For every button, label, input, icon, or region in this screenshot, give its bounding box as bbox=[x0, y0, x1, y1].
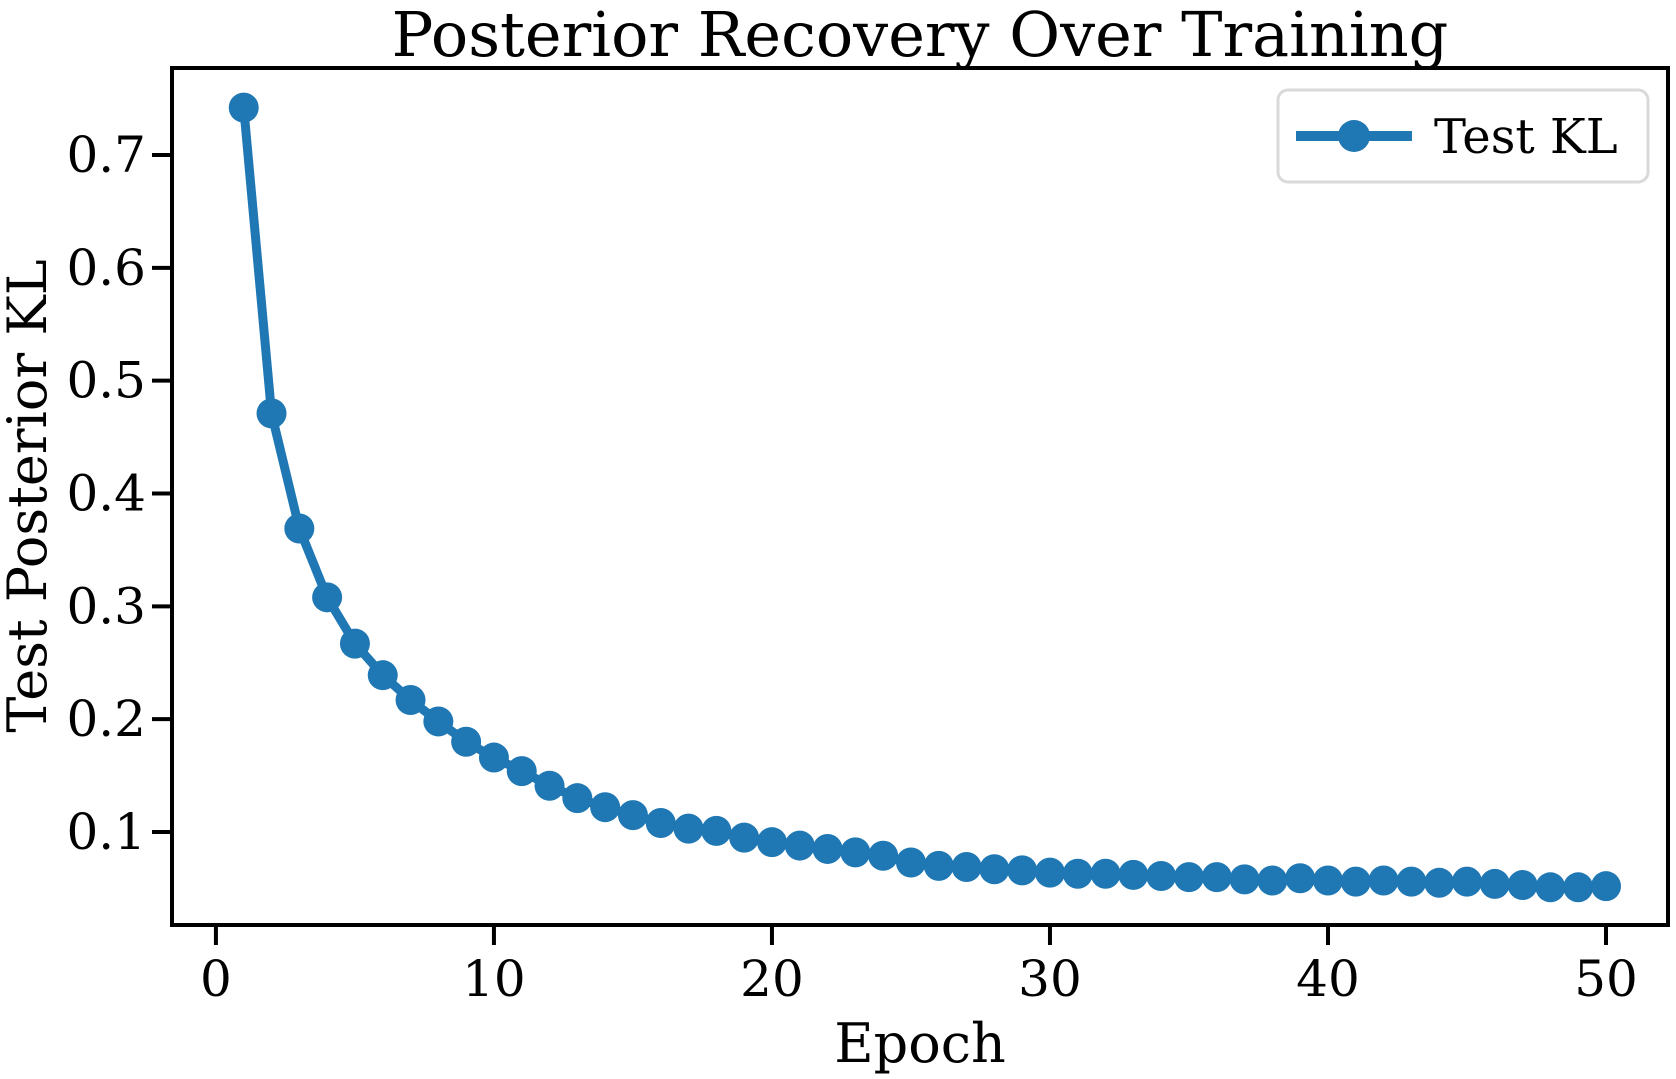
x-tick-label: 20 bbox=[740, 950, 804, 1008]
data-point-marker bbox=[979, 854, 1010, 885]
data-point-marker bbox=[701, 815, 732, 846]
data-point-marker bbox=[478, 742, 509, 773]
data-point-marker bbox=[1229, 864, 1260, 895]
data-point-marker bbox=[1368, 865, 1399, 896]
data-point-marker bbox=[645, 807, 676, 838]
chart-title: Posterior Recovery Over Training bbox=[392, 0, 1449, 71]
data-point-marker bbox=[1118, 859, 1149, 890]
data-point-marker bbox=[312, 582, 343, 613]
data-point-marker bbox=[339, 628, 370, 659]
y-tick-label: 0.6 bbox=[66, 239, 146, 297]
data-point-marker bbox=[1396, 866, 1427, 897]
data-point-marker bbox=[756, 827, 787, 858]
y-tick-label: 0.4 bbox=[66, 465, 146, 523]
series-line bbox=[239, 103, 1611, 892]
data-point-marker bbox=[868, 840, 899, 871]
data-point-marker bbox=[1451, 866, 1482, 897]
x-tick-label: 10 bbox=[462, 950, 526, 1008]
y-tick-label: 0.3 bbox=[66, 577, 146, 635]
data-point-marker bbox=[1007, 855, 1038, 886]
data-point-marker bbox=[729, 822, 760, 853]
plot-area-frame bbox=[170, 66, 1670, 927]
data-point-marker bbox=[784, 830, 815, 861]
legend-box bbox=[1276, 88, 1650, 184]
y-axis-label: Test Posterior KL bbox=[0, 259, 59, 732]
data-point-marker bbox=[895, 847, 926, 878]
data-point-marker bbox=[1201, 862, 1232, 893]
x-tick-label: 30 bbox=[1018, 950, 1082, 1008]
data-point-marker bbox=[1424, 867, 1455, 898]
y-tick-label: 0.7 bbox=[66, 126, 146, 184]
data-point-marker bbox=[1563, 872, 1594, 903]
data-point-marker bbox=[1535, 872, 1566, 903]
data-point-marker bbox=[228, 92, 259, 123]
y-tick-label: 0.1 bbox=[66, 803, 146, 861]
data-point-marker bbox=[812, 833, 843, 864]
data-point-marker bbox=[923, 850, 954, 881]
data-point-marker bbox=[1257, 865, 1288, 896]
x-axis-label: Epoch bbox=[834, 1012, 1006, 1075]
data-point-marker bbox=[1173, 862, 1204, 893]
data-point-marker bbox=[284, 513, 315, 544]
data-point-marker bbox=[534, 770, 565, 801]
y-tick-label: 0.2 bbox=[66, 690, 146, 748]
data-point-marker bbox=[562, 783, 593, 814]
data-point-marker bbox=[1285, 863, 1316, 894]
data-point-marker bbox=[1146, 861, 1177, 892]
data-point-marker bbox=[1340, 866, 1371, 897]
data-point-marker bbox=[256, 398, 287, 429]
data-point-marker bbox=[1507, 870, 1538, 901]
data-point-marker bbox=[451, 726, 482, 757]
legend: Test KL bbox=[1276, 88, 1650, 184]
data-point-marker bbox=[1090, 858, 1121, 889]
data-point-marker bbox=[1312, 865, 1343, 896]
data-point-marker bbox=[395, 685, 426, 716]
data-point-marker bbox=[590, 792, 621, 823]
x-tick-label: 0 bbox=[200, 950, 232, 1008]
x-tick-label: 40 bbox=[1296, 950, 1360, 1008]
x-tick-label: 50 bbox=[1574, 950, 1638, 1008]
data-point-marker bbox=[1062, 858, 1093, 889]
data-point-marker bbox=[506, 756, 537, 787]
data-point-marker bbox=[1034, 857, 1065, 888]
legend-label: Test KL bbox=[1434, 109, 1618, 165]
data-point-marker bbox=[951, 852, 982, 883]
data-point-marker bbox=[1479, 868, 1510, 899]
series-test-kl bbox=[228, 92, 1622, 903]
y-axis-ticks: 0.1 0.2 0.3 0.4 0.5 0.6 0.7 bbox=[66, 126, 170, 861]
y-tick-label: 0.5 bbox=[66, 352, 146, 410]
data-point-marker bbox=[1591, 871, 1622, 902]
data-point-marker bbox=[617, 800, 648, 831]
x-axis-ticks: 0 10 20 30 40 50 bbox=[200, 927, 1638, 1008]
legend-marker-sample bbox=[1338, 120, 1370, 152]
data-point-marker bbox=[673, 813, 704, 844]
data-point-marker bbox=[367, 660, 398, 691]
data-point-marker bbox=[840, 837, 871, 868]
data-point-marker bbox=[423, 706, 454, 737]
